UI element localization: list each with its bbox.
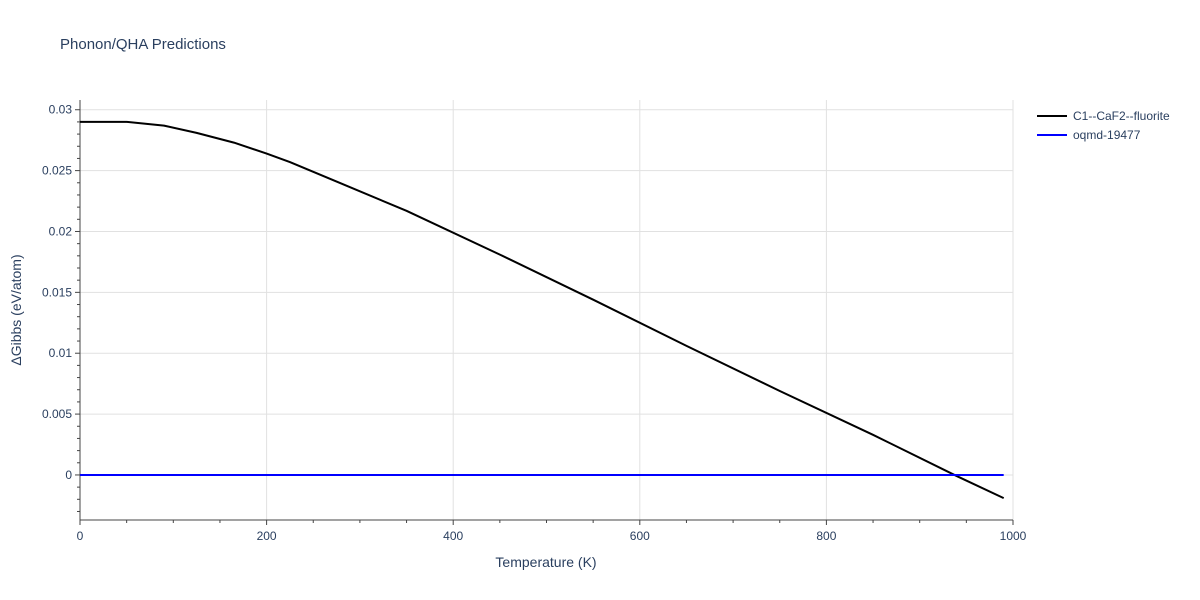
series-lines [80, 120, 1005, 500]
legend-label-c1: C1--CaF2--fluorite [1073, 108, 1170, 123]
x-tick-label: 0 [77, 529, 84, 543]
x-tick-label: 400 [443, 529, 463, 543]
x-tick-label: 600 [630, 529, 650, 543]
y-tick-label: 0.025 [42, 164, 72, 178]
legend-label-oqmd: oqmd-19477 [1073, 127, 1141, 142]
legend-item-oqmd-19477[interactable]: oqmd-19477 [1037, 125, 1170, 144]
chart-title: Phonon/QHA Predictions [60, 36, 226, 53]
y-tick-label: 0 [65, 468, 72, 482]
y-tick-label: 0.01 [49, 346, 73, 360]
legend-swatch-oqmd [1037, 133, 1067, 136]
y-axis-label: ΔGibbs (eV/atom) [8, 254, 24, 366]
x-axis-label: Temperature (K) [495, 554, 597, 570]
x-axis-ticks: 0 200 400 600 800 1000 [77, 520, 1027, 543]
y-tick-label: 0.015 [42, 285, 72, 299]
series-line-0[interactable] [80, 120, 1005, 500]
legend-swatch-c1 [1037, 114, 1067, 117]
x-tick-label: 800 [816, 529, 836, 543]
y-tick-label: 0.02 [49, 224, 73, 238]
legend: C1--CaF2--fluorite oqmd-19477 [1037, 106, 1170, 144]
x-tick-label: 200 [257, 529, 277, 543]
axes [79, 100, 1013, 521]
grid-lines [80, 100, 1014, 520]
legend-item-c1-caf2-fluorite[interactable]: C1--CaF2--fluorite [1037, 106, 1170, 125]
y-axis-ticks: 0 0.005 0.01 0.015 0.02 0.025 0.03 [42, 103, 80, 512]
y-tick-label: 0.03 [49, 103, 73, 117]
x-tick-label: 1000 [1000, 529, 1027, 543]
y-tick-label: 0.005 [42, 407, 72, 421]
